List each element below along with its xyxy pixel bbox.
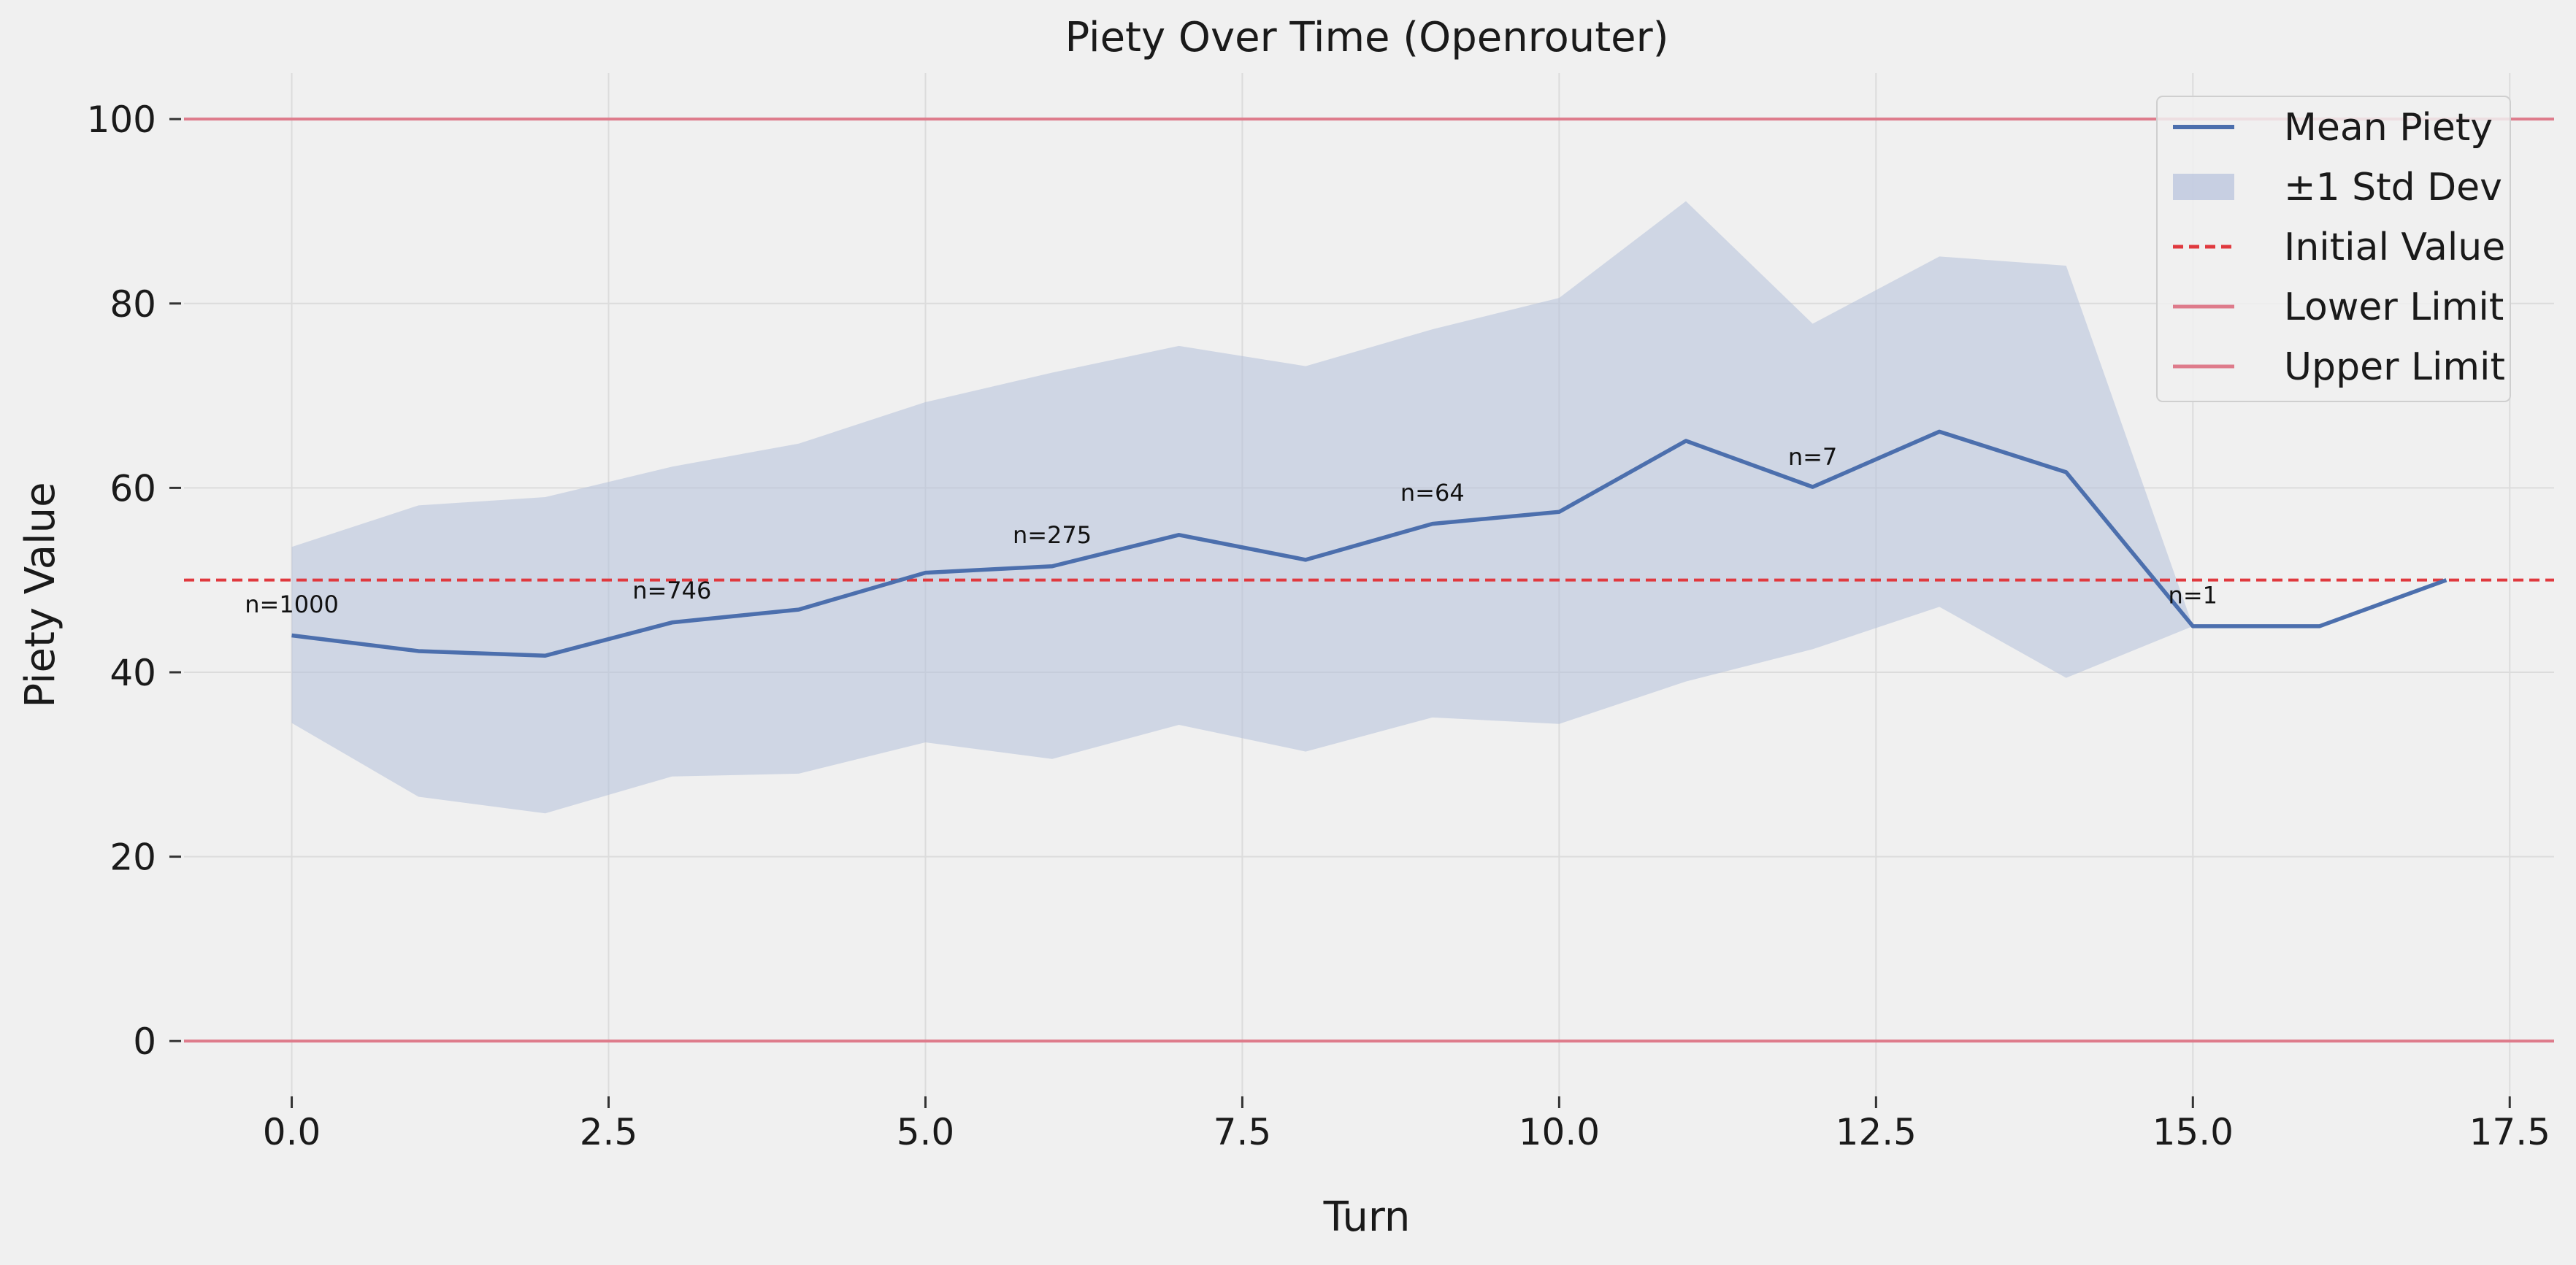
x-tick-label: 5.0 [897, 1111, 955, 1153]
legend-box [2156, 96, 2511, 402]
x-tick-label: 10.0 [1519, 1111, 1600, 1153]
legend-label: Lower Limit [2284, 285, 2504, 329]
sample-count-label: n=275 [1013, 521, 1092, 549]
legend-label: Initial Value [2284, 226, 2505, 269]
legend-label: Upper Limit [2284, 345, 2505, 389]
x-tick-label: 15.0 [2153, 1111, 2234, 1153]
mean-line-layer [291, 429, 2447, 658]
x-tick-label: 0.0 [263, 1111, 321, 1153]
sample-count-label: n=64 [1400, 479, 1465, 507]
y-tick-label: 40 [110, 652, 156, 694]
sample-count-label: n=7 [1788, 443, 1837, 471]
mean-piety-line [291, 429, 2447, 658]
legend: Mean Piety ±1 Std Dev Initial Value Lower L… [2156, 96, 2511, 402]
y-tick-label: 100 [87, 99, 156, 141]
ticks-layer: 0.0 2.5 5.0 7.5 10.0 12.5 15.0 17.5 0 20 40 60 80 100 [87, 99, 2550, 1153]
y-tick-label: 0 [133, 1020, 156, 1063]
x-axis-label: Turn [1323, 1193, 1411, 1241]
y-axis-label: Piety Value [17, 482, 64, 707]
y-tick-label: 80 [110, 283, 156, 326]
y-tick-label: 20 [110, 837, 156, 879]
std-dev-band [291, 201, 2447, 814]
sample-count-label: n=746 [632, 577, 711, 604]
x-tick-label: 7.5 [1214, 1111, 1272, 1153]
chart-title: Piety Over Time (Openrouter) [1065, 14, 1668, 61]
sample-count-label: n=1 [2169, 581, 2217, 609]
x-tick-label: 12.5 [1836, 1111, 1917, 1153]
x-tick-label: 2.5 [580, 1111, 638, 1153]
legend-label: Mean Piety [2284, 106, 2493, 150]
std-dev-band-layer [291, 201, 2447, 814]
y-tick-label: 60 [110, 467, 156, 510]
legend-swatch-band [2173, 174, 2234, 200]
sample-count-label: n=1000 [245, 591, 339, 618]
annotations-layer: n=1000 n=746 n=275 n=64 n=7 n=1 [245, 443, 2217, 618]
legend-label: ±1 Std Dev [2284, 166, 2502, 209]
x-tick-label: 17.5 [2469, 1111, 2550, 1153]
